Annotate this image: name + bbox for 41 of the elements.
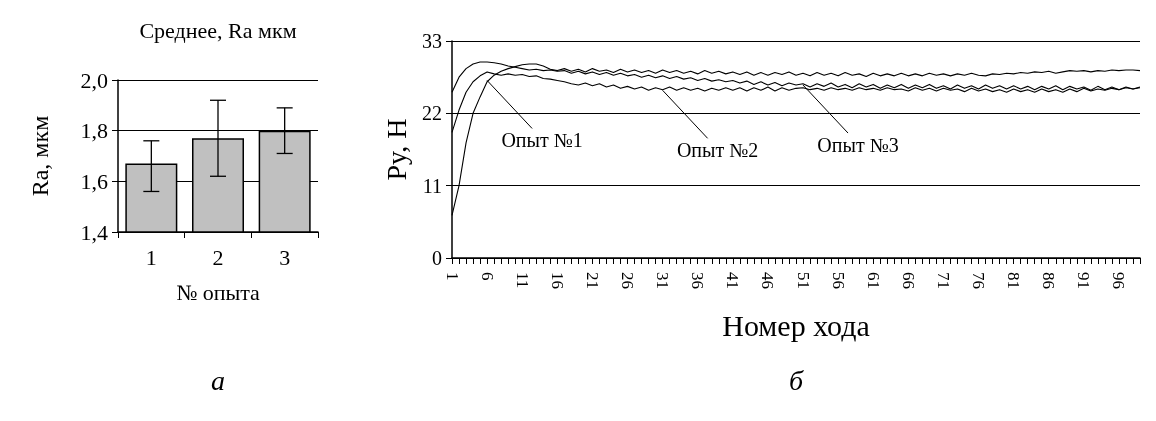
x-tick-label: 31 [653,272,673,289]
x-tick-label: 91 [1074,272,1094,289]
y-tick-label: 2,0 [80,67,108,93]
chart-title: Среднее, Ra мкм [139,17,297,43]
x-tick-label: 1 [145,244,157,270]
annotation: Опыт №3 [817,134,899,157]
x-tick-label: 81 [1004,272,1024,289]
annotation: Опыт №2 [676,139,759,162]
y-axis-title: Py, Н [380,118,412,181]
y-tick-label: 22 [422,102,442,125]
x-tick-label: 3 [279,244,291,270]
x-tick-label: 86 [1039,272,1059,289]
x-tick-label: 36 [688,272,708,289]
x-tick-label: 76 [969,272,989,289]
y-axis-title: Ra, мкм [27,115,53,197]
x-tick-label: 61 [863,272,883,289]
text: а [211,364,225,396]
y-tick-label: 1,6 [80,168,108,194]
y-tick-label: 1,8 [80,118,108,144]
y-tick-label: 11 [422,174,442,197]
annotation: Опыт №1 [501,129,583,152]
x-axis-title: № опыта [176,279,261,305]
x-tick-label: 1 [442,272,462,281]
x-tick-label: 56 [828,272,848,289]
x-tick-label: 26 [618,272,638,289]
x-axis-title: Номер хода [722,308,870,342]
x-tick-label: 71 [933,272,953,289]
x-tick-label: 16 [547,272,567,289]
x-tick-label: 96 [1109,272,1129,289]
x-tick-label: 66 [898,272,918,289]
x-tick-label: 41 [723,272,743,289]
y-tick-label: 0 [432,247,442,269]
x-tick-label: 51 [793,272,813,289]
x-tick-label: 6 [477,272,497,281]
x-tick-label: 11 [512,272,532,289]
y-tick-label: 1,4 [80,219,108,245]
x-tick-label: 21 [582,272,602,289]
text: б [788,364,804,396]
y-tick-label: 33 [422,30,442,52]
x-tick-label: 2 [212,244,224,270]
x-tick-label: 46 [758,272,778,289]
